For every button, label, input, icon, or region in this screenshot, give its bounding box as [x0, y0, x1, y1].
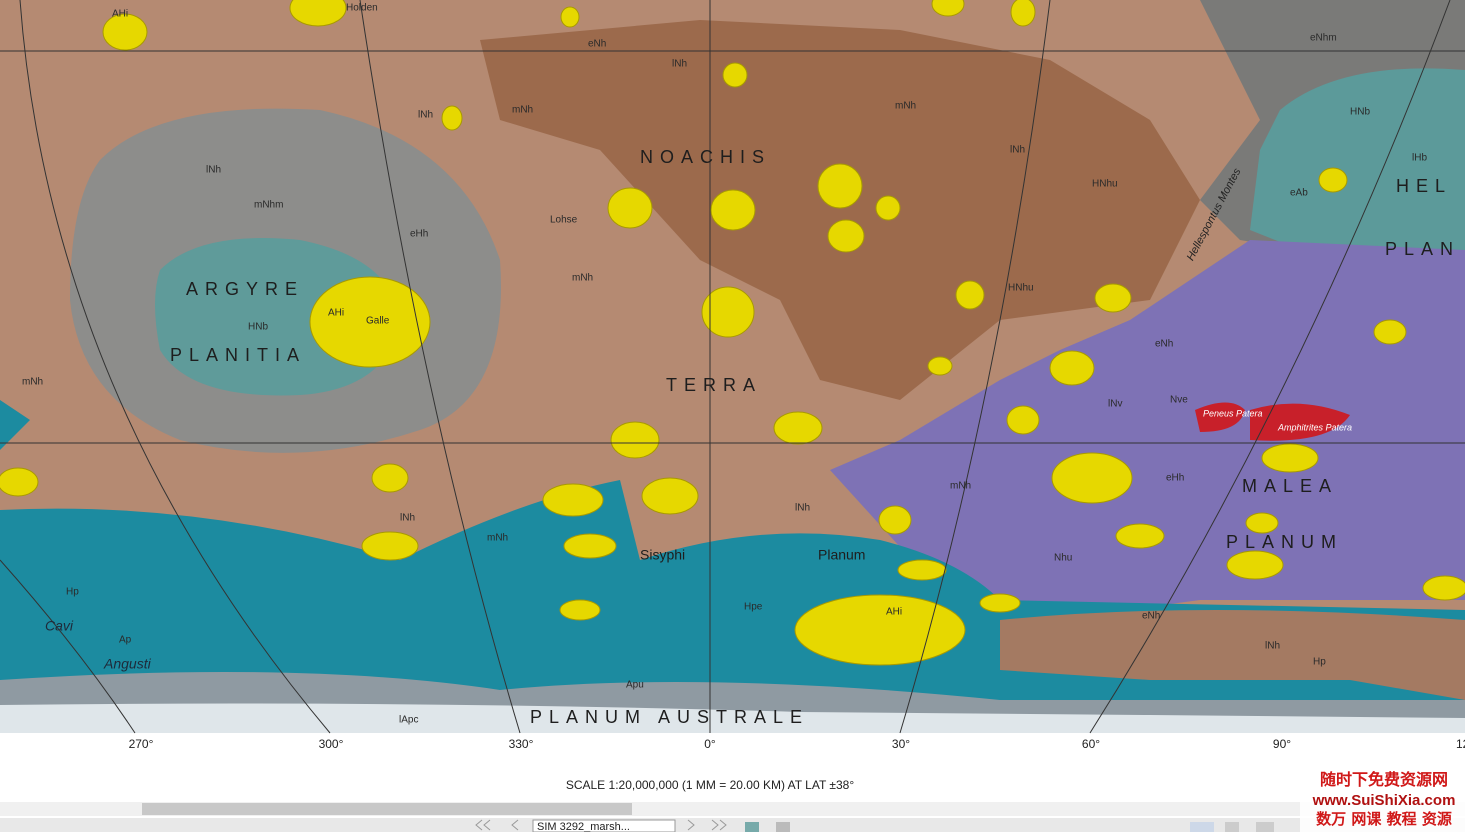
watermark-bg: [1300, 770, 1465, 832]
region-label: PLAN: [1385, 239, 1460, 259]
watermark-title: 随时下免费资源网: [1320, 770, 1448, 789]
malea-volcanic: [830, 240, 1465, 620]
unit-label: mNh: [950, 481, 971, 492]
view-icon[interactable]: [1190, 822, 1214, 832]
place-label: Angusti: [103, 656, 152, 672]
place-label: Peneus Patera: [1203, 408, 1263, 418]
place-label: Galle: [366, 316, 390, 327]
unit-label: Hp: [1313, 657, 1326, 668]
file-tab-label: SIM 3292_marsh...: [537, 821, 630, 832]
unit-label: HNhu: [1008, 283, 1034, 294]
unit-label: eHh: [1166, 473, 1184, 484]
unit-label: mNh: [512, 105, 533, 116]
unit-label: eAb: [1290, 188, 1308, 199]
place-label: Lohse: [550, 215, 578, 226]
graticule: [0, 0, 1465, 734]
longitude-label: 330°: [509, 737, 534, 751]
watermark: 随时下免费资源网 www.SuiShiXia.com 数万 网课 教程 资源: [1300, 770, 1465, 832]
view-icon[interactable]: [1256, 822, 1274, 832]
scale-text: SCALE 1:20,000,000 (1 MM = 20.00 KM) AT …: [566, 778, 855, 792]
nav-forward[interactable]: [687, 819, 727, 831]
south-terrain: [1000, 610, 1465, 700]
unit-label: Ap: [119, 635, 132, 646]
terrain-dark: [480, 20, 1200, 400]
unit-label: lNh: [1265, 641, 1280, 652]
longitude-label: 30°: [892, 737, 910, 751]
unit-label: Apu: [626, 680, 644, 691]
longitude-label: 12: [1456, 737, 1465, 751]
unit-label: Hpe: [744, 602, 763, 613]
longitude-label: 270°: [129, 737, 154, 751]
unit-label: lNh: [400, 513, 415, 524]
unit-label: lNv: [1108, 399, 1122, 410]
unit-label: AHi: [112, 9, 128, 20]
region-label: PLANUM AUSTRALE: [530, 707, 809, 727]
unit-label: Nve: [1170, 395, 1188, 406]
unit-label: lNh: [672, 59, 687, 70]
watermark-slogan: 数万 网课 教程 资源: [1316, 810, 1452, 828]
paterae: [1195, 402, 1350, 441]
unit-label: Nhu: [1054, 553, 1072, 564]
unit-label: HNhu: [1092, 179, 1118, 190]
unit-label: AHi: [328, 308, 344, 319]
region-label: ARGYRE: [186, 279, 304, 299]
unit-label: lHb: [1412, 153, 1427, 164]
unit-label: mNh: [895, 101, 916, 112]
longitude-label: 0°: [704, 737, 716, 751]
unit-label: lNh: [795, 503, 810, 514]
unit-label: Hp: [66, 587, 79, 598]
unit-label: eNh: [1155, 339, 1173, 350]
region-label: MALEA: [1242, 476, 1338, 496]
unit-label: lApc: [399, 715, 418, 726]
unit-label: mNh: [22, 377, 43, 388]
region-label: NOACHIS: [640, 147, 771, 167]
tool-icon[interactable]: [745, 822, 759, 832]
place-label: Sisyphi: [640, 547, 685, 563]
unit-label: AHi: [886, 607, 902, 618]
longitude-labels: 270° 300° 330° 0° 30° 60° 90° 12: [129, 737, 1465, 751]
unit-label: HNb: [248, 322, 268, 333]
region-label: HEL: [1396, 176, 1452, 196]
watermark-url: www.SuiShiXia.com: [1312, 792, 1456, 809]
nav-back[interactable]: [475, 819, 519, 831]
basin-teal: [1250, 68, 1465, 300]
unit-label: eNhm: [1310, 33, 1337, 44]
unit-label: eNh: [1142, 611, 1160, 622]
unit-label: mNhm: [254, 200, 283, 211]
unit-label: mNh: [572, 273, 593, 284]
place-label: Amphitrites Patera: [1277, 422, 1352, 432]
unit-label: eNh: [588, 39, 606, 50]
region-label: TERRA: [666, 375, 762, 395]
plains-edge: [0, 400, 30, 450]
unit-label: eHh: [410, 229, 428, 240]
unit-label: lNh: [1010, 145, 1025, 156]
region-label: PLANITIA: [170, 345, 306, 365]
toolbar: [0, 818, 1465, 832]
longitude-label: 60°: [1082, 737, 1100, 751]
region-label: PLANUM: [1226, 532, 1343, 552]
craters-young: [0, 0, 1465, 666]
place-label: Planum: [818, 547, 865, 563]
view-icon[interactable]: [1225, 822, 1239, 832]
tool-icon[interactable]: [776, 822, 790, 832]
unit-label: HNb: [1350, 107, 1370, 118]
scrollbar-thumb[interactable]: [142, 803, 632, 815]
unit-label: lNh: [206, 165, 221, 176]
polar-cap: [0, 703, 1465, 733]
longitude-label: 90°: [1273, 737, 1291, 751]
map: AHi Holden eNh lNh mNh lNh NOACHIS mNh l…: [0, 0, 1465, 734]
place-label: Cavi: [45, 618, 74, 634]
unit-label: mNh: [487, 533, 508, 544]
unit-label: lNh: [418, 110, 433, 121]
longitude-label: 300°: [319, 737, 344, 751]
place-label: Holden: [346, 3, 378, 14]
